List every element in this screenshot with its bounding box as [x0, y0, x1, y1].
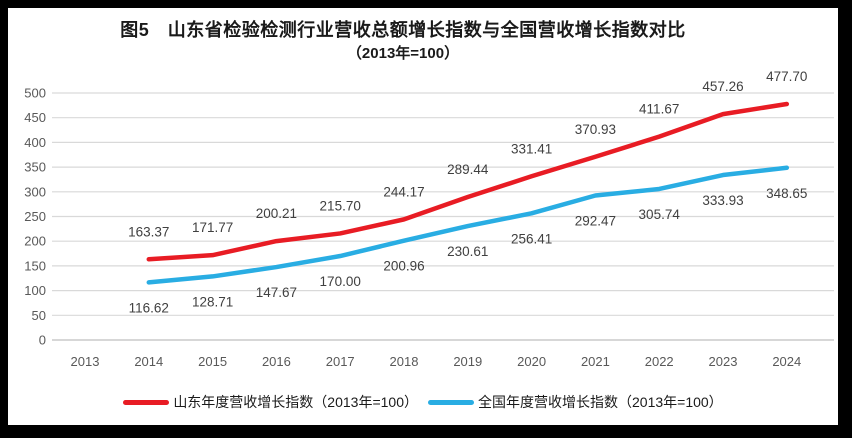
series-line-0	[146, 101, 790, 262]
y-tick-label: 250	[24, 209, 46, 224]
data-label: 370.93	[575, 122, 616, 137]
data-label: 116.62	[129, 300, 169, 315]
data-label: 244.17	[383, 184, 424, 199]
data-label: 215.70	[320, 198, 361, 213]
y-tick-label: 200	[24, 234, 46, 249]
data-label: 289.44	[447, 162, 489, 177]
data-label: 256.41	[511, 231, 552, 246]
y-tick-label: 500	[24, 86, 46, 101]
x-tick-label: 2015	[198, 354, 227, 369]
chart-legend: 山东年度营收增长指数（2013年=100） 全国年度营收增长指数（2013年=1…	[8, 389, 838, 415]
y-tick-label: 0	[39, 333, 46, 348]
x-tick-label: 2022	[645, 354, 674, 369]
legend-item-national: 全国年度营收增长指数（2013年=100）	[428, 392, 723, 412]
x-tick-label: 2013	[71, 354, 100, 369]
data-label: 457.26	[702, 79, 743, 94]
data-label: 200.96	[383, 259, 424, 274]
national-series-label: 全国年度营收增长指数（2013年=100）	[478, 394, 723, 410]
x-tick-label: 2019	[453, 354, 482, 369]
y-tick-label: 350	[24, 160, 46, 175]
data-label: 305.74	[639, 207, 681, 222]
series-line-1	[146, 165, 790, 285]
data-label: 171.77	[192, 220, 233, 235]
chart-subtitle: （2013年=100）	[346, 45, 460, 62]
data-label: 331.41	[511, 141, 552, 156]
data-label: 170.00	[320, 274, 361, 289]
chart-title-block: 图5 山东省检验检测行业营收总额增长指数与全国营收增长指数对比 （2013年=1…	[8, 18, 798, 64]
x-tick-label: 2024	[772, 354, 801, 369]
x-tick-label: 2014	[134, 354, 163, 369]
data-label: 128.71	[192, 294, 233, 309]
y-tick-label: 450	[24, 110, 46, 125]
chart-title: 图5 山东省检验检测行业营收总额增长指数与全国营收增长指数对比	[120, 20, 686, 40]
shandong-series-label: 山东年度营收增长指数（2013年=100）	[173, 394, 418, 410]
data-label: 411.67	[639, 102, 679, 117]
data-label: 230.61	[447, 244, 488, 259]
y-tick-label: 300	[24, 184, 46, 199]
y-tick-label: 50	[32, 308, 46, 323]
y-tick-label: 100	[24, 283, 46, 298]
national-series-swatch	[428, 399, 474, 405]
data-label: 333.93	[702, 193, 743, 208]
x-tick-label: 2016	[262, 354, 291, 369]
y-tick-label: 150	[24, 258, 46, 273]
data-label: 147.67	[256, 285, 297, 300]
x-tick-label: 2023	[709, 354, 738, 369]
x-tick-label: 2021	[581, 354, 610, 369]
data-label: 477.70	[766, 69, 807, 84]
x-tick-label: 2017	[326, 354, 355, 369]
data-label: 292.47	[575, 214, 616, 229]
x-tick-label: 2020	[517, 354, 546, 369]
shandong-series-swatch	[123, 399, 170, 405]
legend-item-shandong: 山东年度营收增长指数（2013年=100）	[123, 392, 418, 412]
data-label: 163.37	[128, 224, 169, 239]
data-label: 200.21	[256, 206, 297, 221]
x-tick-label: 2018	[390, 354, 419, 369]
y-tick-label: 400	[24, 135, 46, 150]
data-label: 348.65	[766, 186, 807, 201]
